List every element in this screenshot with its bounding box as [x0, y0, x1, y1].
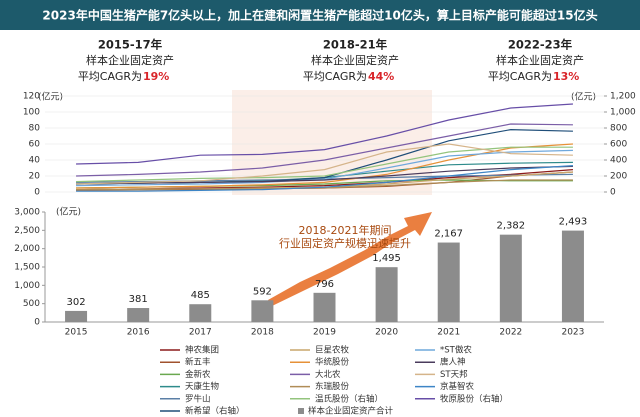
y2-tick-label: 800: [610, 124, 627, 134]
value-label: 485: [191, 290, 210, 301]
legend-label: 天康生物: [185, 381, 220, 392]
series-line: [76, 146, 573, 183]
period-cagr: 13%: [553, 70, 579, 83]
legend-label: 样本企业固定资产合计: [308, 406, 394, 417]
y2-tick-label: 200: [610, 172, 627, 182]
legend-label: 新希望（右轴）: [185, 406, 245, 417]
y2-tick-label: 400: [610, 156, 627, 166]
bar: [561, 230, 584, 322]
annotation: 行业固定资产规模迅速提升: [279, 236, 411, 250]
legend-label: 京基智农: [440, 381, 475, 392]
legend-label: 罗牛山: [185, 393, 211, 404]
period-years: 2018-21年: [323, 38, 388, 52]
y-tick-label: 500: [23, 299, 40, 309]
y-tick-label: 80: [29, 124, 41, 134]
x-tick-label: 2022: [499, 328, 522, 338]
y-unit: (亿元): [56, 206, 81, 218]
y-unit: (亿元): [38, 91, 63, 103]
y2-tick-label: 1,000: [610, 108, 636, 118]
value-label: 2,382: [497, 221, 526, 232]
y2-tick-label: 600: [610, 140, 627, 150]
x-tick-label: 2019: [313, 328, 336, 338]
value-label: 381: [129, 294, 148, 305]
value-label: 796: [315, 279, 334, 290]
bar: [65, 310, 88, 322]
annotation: 2018-2021年期间: [299, 223, 392, 237]
y2-tick-label: 1,200: [610, 92, 636, 102]
y-tick-label: 1,000: [14, 281, 40, 291]
period-label: 样本企业固定资产: [311, 53, 399, 67]
value-label: 302: [67, 297, 86, 308]
trend-arrow: [268, 212, 432, 306]
bar: [189, 304, 212, 322]
x-tick-label: 2018: [251, 328, 274, 338]
legend-label: 大北农: [315, 369, 341, 380]
y-tick-label: 2,500: [14, 226, 40, 236]
bar: [251, 300, 274, 322]
y-tick-label: 40: [29, 156, 41, 166]
bar: [313, 292, 336, 322]
value-label: 2,167: [434, 229, 463, 240]
legend-label: 巨星农牧: [315, 345, 350, 356]
y-tick-label: 20: [29, 172, 41, 182]
series-line: [76, 103, 573, 165]
period-years: 2015-17年: [98, 38, 163, 52]
bar: [437, 242, 460, 322]
legend-label: 华统股份: [315, 357, 350, 368]
x-tick-label: 2017: [189, 328, 212, 338]
title-bar: [0, 0, 640, 30]
y-tick-label: 60: [29, 140, 41, 150]
legend-label: *ST傲农: [440, 345, 472, 356]
period-cagr: 44%: [368, 70, 394, 83]
series-line: [76, 165, 573, 192]
x-tick-label: 2023: [561, 328, 584, 338]
legend-label: 新五丰: [185, 357, 211, 368]
y-tick-label: 100: [23, 108, 40, 118]
period-label: 样本企业固定资产: [86, 53, 174, 67]
y-tick-label: 2,000: [14, 244, 40, 254]
series-line: [76, 165, 573, 185]
legend-label: 神农集团: [185, 345, 219, 356]
y-tick-label: 0: [34, 188, 40, 198]
series-line: [76, 143, 573, 185]
legend-swatch: [298, 408, 304, 414]
legend-label: 东瑞股份: [315, 381, 350, 392]
legend-label: 唐人神: [440, 357, 466, 368]
x-tick-label: 2016: [127, 328, 150, 338]
y-tick-label: 120: [23, 92, 40, 102]
legend-label: 金新农: [185, 369, 211, 380]
series-line: [76, 123, 573, 177]
value-label: 592: [253, 286, 272, 297]
bar: [499, 234, 522, 322]
page-title: 2023年中国生猪产能7亿头以上，加上在建和闲置生猪产能超过10亿头，算上目标产…: [42, 8, 597, 23]
period-cagr: 19%: [143, 70, 169, 83]
y-tick-label: 0: [34, 318, 40, 328]
x-tick-label: 2020: [375, 328, 398, 338]
period-label: 样本企业固定资产: [496, 53, 584, 67]
x-tick-label: 2015: [65, 328, 88, 338]
legend-label: 温氏股份（右轴）: [315, 393, 383, 404]
series-line: [76, 179, 573, 191]
period-prefix: 平均CAGR为: [488, 70, 552, 83]
x-tick-label: 2021: [437, 328, 460, 338]
series-line: [76, 143, 573, 189]
period-years: 2022-23年: [508, 38, 573, 52]
period-prefix: 平均CAGR为: [78, 70, 142, 83]
y2-unit: (亿元): [571, 91, 596, 103]
bar: [127, 308, 150, 322]
y-tick-label: 1,500: [14, 263, 40, 273]
y-tick-label: 3,000: [14, 208, 40, 218]
value-label: 2,493: [559, 217, 588, 228]
series-line: [76, 149, 573, 187]
value-label: 1,495: [372, 253, 401, 264]
period-prefix: 平均CAGR为: [303, 70, 367, 83]
y2-tick-label: 0: [610, 188, 616, 198]
bar: [375, 267, 398, 322]
legend-label: ST天邦: [440, 369, 468, 380]
legend-label: 牧原股份（右轴）: [440, 393, 508, 404]
